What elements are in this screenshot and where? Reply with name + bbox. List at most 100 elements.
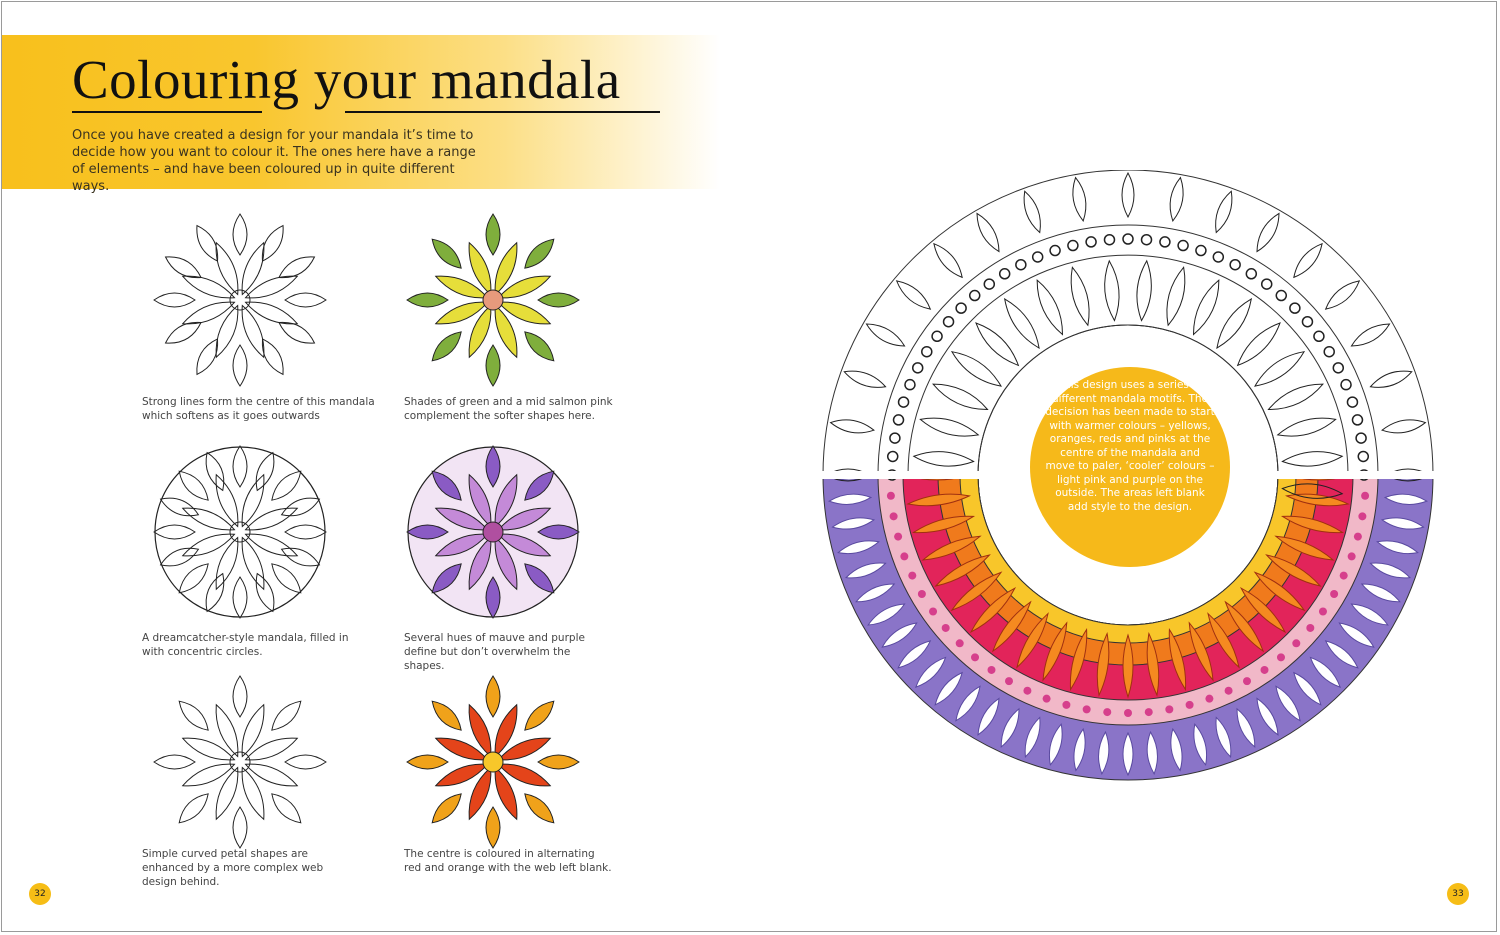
- mandala-inner-petal: [215, 766, 239, 821]
- bead-ring: [911, 362, 924, 374]
- inner-lotus-petal: [1236, 322, 1281, 367]
- outer-flower-petal: [1121, 171, 1135, 219]
- bead-ring: [1313, 330, 1325, 343]
- mandala-outer-petal: [178, 700, 209, 731]
- pink-dot: [1318, 607, 1327, 616]
- orange-petal: [1096, 632, 1110, 697]
- bead-ring: [931, 330, 943, 343]
- blue-flower-petal: [1048, 723, 1063, 766]
- bead-ring: [904, 378, 916, 391]
- mandala-inner-petal: [215, 703, 239, 758]
- bead-ring: [968, 289, 981, 302]
- mandala-ring: [154, 446, 326, 618]
- mandala-inner-petal: [181, 507, 236, 531]
- pink-dot: [1339, 571, 1348, 580]
- pink-dot: [1361, 491, 1370, 500]
- bead-ring: [1323, 345, 1335, 358]
- inner-lotus-petal: [1276, 417, 1337, 437]
- inner-lotus-petal: [1253, 351, 1306, 387]
- bead-ring: [1275, 289, 1288, 302]
- outer-flower-petal: [1169, 176, 1184, 222]
- pink-dot: [1185, 700, 1194, 709]
- inner-lotus-petal: [975, 322, 1020, 367]
- mandala-outer-petal: [232, 675, 248, 718]
- blue-flower-petal: [1256, 697, 1279, 736]
- mandala-outer-petal: [431, 470, 462, 501]
- bead-ring: [1031, 251, 1044, 263]
- pink-dot: [1358, 512, 1367, 521]
- inner-lotus-petal: [1281, 483, 1344, 499]
- blue-flower-petal: [1122, 731, 1134, 777]
- blue-flower-petal: [1098, 730, 1110, 776]
- mandala-outer-petal: [178, 563, 209, 594]
- mandala-inner-petal: [244, 763, 299, 787]
- mandala-outer-petal: [485, 213, 501, 256]
- mandala-outer-petal: [205, 451, 225, 492]
- pink-dot: [1205, 694, 1214, 703]
- mandala-curved-petals: [153, 675, 327, 849]
- bead-ring: [942, 315, 955, 328]
- intro-text: Once you have created a design for your …: [72, 128, 476, 194]
- bead-ring: [1245, 268, 1258, 280]
- mandala-outer-petal: [271, 470, 302, 501]
- mandala-inner-petal: [241, 473, 265, 528]
- mandala-outer-petal: [406, 754, 449, 770]
- outer-flower-petal: [1381, 419, 1427, 434]
- orange-petal: [1265, 554, 1322, 587]
- mandala-centre: [229, 751, 251, 773]
- pink-dot: [955, 639, 964, 648]
- orange-petal: [1188, 621, 1214, 682]
- mandala-outer-petal: [485, 445, 501, 488]
- mandala-outer-petal: [255, 451, 275, 492]
- pink-dot: [941, 623, 950, 632]
- mandala-outer-petal: [153, 754, 196, 770]
- inner-lotus-petal: [1004, 297, 1040, 350]
- blue-flower-petal: [1383, 493, 1429, 505]
- outer-flower-petal: [895, 280, 932, 310]
- orange-petal: [969, 586, 1017, 634]
- bead-ring: [1122, 233, 1134, 245]
- mandala-outer-petal: [261, 338, 284, 376]
- outer-flower-petal: [829, 419, 875, 434]
- orange-petal: [1280, 515, 1345, 534]
- bead-ring: [1177, 239, 1189, 252]
- inner-lotus-petal: [932, 383, 989, 410]
- page-title: Colouring your mandala: [72, 49, 621, 110]
- orange-petal: [1224, 600, 1265, 653]
- blue-flower-petal: [827, 493, 873, 505]
- caption-4: Several hues of mauve and purple define …: [404, 632, 585, 672]
- mandala-outer-petal: [485, 576, 501, 619]
- mandala-inner-petal: [468, 241, 492, 296]
- bead-ring: [1140, 233, 1153, 246]
- mandala-inner-petal: [241, 304, 265, 359]
- pink-dot: [1062, 700, 1071, 709]
- orange-petal: [1207, 612, 1240, 669]
- blue-flower-petal: [934, 671, 963, 706]
- blue-flower-petal: [1350, 603, 1389, 626]
- mandala-inner-petal: [241, 703, 265, 758]
- mandala-outer-petal: [537, 524, 580, 540]
- blue-flower-petal: [881, 622, 918, 648]
- pink-dot: [987, 665, 996, 674]
- mandala-inner-petal: [181, 301, 236, 325]
- orange-petal: [1168, 627, 1187, 692]
- blue-flower-petal: [1338, 622, 1375, 648]
- pink-dot: [1330, 590, 1339, 598]
- pink-dot: [929, 607, 938, 616]
- mandala-outer-petal: [537, 292, 580, 308]
- mandala-centre: [229, 289, 251, 311]
- blue-flower-petal: [1380, 517, 1425, 530]
- mandala-inner-petal: [494, 304, 518, 359]
- bead-ring: [1212, 251, 1225, 263]
- mandala-inner-petal: [181, 533, 236, 557]
- mandala-outer-petal: [524, 331, 555, 362]
- outer-flower-petal: [1256, 212, 1280, 253]
- blue-flower-petal: [837, 540, 880, 555]
- mandala-inner-petal: [215, 304, 239, 359]
- outer-flower-petal: [1215, 190, 1233, 234]
- blue-flower-petal: [1236, 707, 1256, 748]
- pink-dot: [1023, 686, 1032, 695]
- orange-petal: [1274, 535, 1335, 561]
- mandala-outer-petal: [178, 470, 209, 501]
- bead-ring: [1332, 362, 1345, 374]
